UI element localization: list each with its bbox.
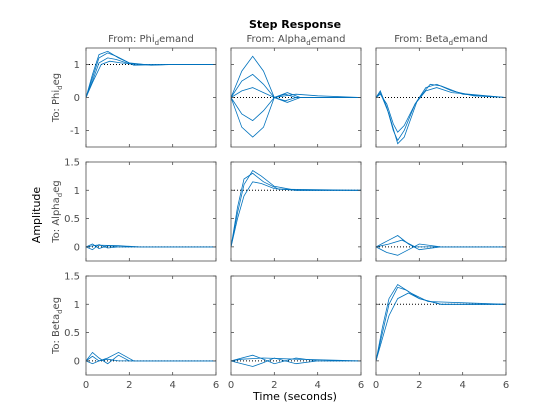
axes-box: [85, 161, 217, 262]
x-tick-label: 6: [213, 380, 219, 391]
chart-title: Step Response: [249, 18, 341, 31]
y-tick-label: 0.5: [64, 214, 80, 225]
response-line-3: [231, 73, 361, 103]
panel-r1-c2: [230, 47, 362, 148]
panel-r3-c2: 0 2 4 6: [228, 275, 364, 391]
y-tick-label: 0: [74, 356, 80, 367]
axes-box: [230, 275, 362, 376]
x-tick-label: 0: [83, 380, 89, 391]
x-tick-label: 2: [271, 380, 277, 391]
x-tick-label: 4: [314, 380, 320, 391]
response-line-2: [231, 181, 361, 247]
y-tick-label: 1.5: [64, 272, 80, 283]
response-line-3: [231, 172, 361, 247]
response-line-2: [376, 87, 506, 133]
response-line-1: [376, 286, 506, 361]
axes-box: [375, 275, 507, 376]
y-tick-label: 1.5: [64, 158, 80, 169]
y-tick-label: -1: [70, 126, 80, 137]
response-line-2: [86, 57, 216, 98]
response-line-1: [231, 169, 361, 247]
axes-box: [85, 275, 217, 376]
output-label-1: To: Phideg: [51, 73, 64, 123]
x-tick-label: 6: [503, 380, 509, 391]
response-line-3: [376, 83, 506, 145]
output-label-2: To: Alphadeg: [51, 180, 64, 243]
response-line-4: [231, 92, 361, 122]
x-tick-label: 2: [126, 380, 132, 391]
response-line-2: [231, 93, 361, 138]
x-tick-label: 6: [358, 380, 364, 391]
response-line-3: [231, 357, 361, 362]
response-line-3: [86, 244, 216, 248]
response-line-5: [231, 87, 361, 98]
response-line-1: [376, 235, 506, 251]
y-tick-label: 1: [74, 300, 80, 311]
input-label-1: From: Phidemand: [108, 34, 194, 47]
response-line-2: [376, 243, 506, 256]
y-tick-label: 1: [74, 186, 80, 197]
output-label-3: To: Betadeg: [51, 297, 64, 355]
panel-r2-c2: [230, 161, 362, 262]
response-line-3: [86, 50, 216, 98]
y-tick-label: 0: [74, 93, 80, 104]
x-tick-label: 4: [459, 380, 465, 391]
response-line-1: [86, 243, 216, 250]
input-label-3: From: Betademand: [394, 34, 488, 47]
response-line-3: [86, 358, 216, 365]
response-line-3: [376, 239, 506, 248]
panel-r2-c1: 0 0.5 1 1.5: [64, 158, 217, 262]
y-axis-label: Amplitude: [30, 187, 43, 244]
axes-box: [375, 161, 507, 262]
input-label-2: From: Alphademand: [247, 34, 346, 47]
response-line-3: [376, 283, 506, 361]
panel-r3-c3: 0 2 4 6: [373, 275, 509, 391]
panel-r3-c1: 0 2 4 6 0 0.5 1 1.5: [64, 272, 219, 392]
x-tick-label: 4: [169, 380, 175, 391]
axes-box: [230, 161, 362, 262]
response-line-1: [231, 354, 361, 365]
axes-box: [375, 47, 507, 148]
x-axis-label: Time (seconds): [252, 390, 337, 403]
response-line-2: [231, 357, 361, 367]
panel-r1-c1: -1 0 1: [70, 47, 217, 148]
response-line-4: [86, 60, 216, 98]
response-line-1: [376, 83, 506, 142]
response-line-1: [86, 351, 216, 365]
y-tick-label: 0.5: [64, 328, 80, 339]
y-tick-label: 0: [74, 242, 80, 253]
x-tick-label: 2: [416, 380, 422, 391]
panel-r1-c3: [375, 47, 507, 148]
response-line-2: [376, 292, 506, 362]
x-tick-label: 0: [228, 380, 234, 391]
panel-r2-c3: [375, 161, 507, 262]
x-tick-label: 0: [373, 380, 379, 391]
y-tick-label: 1: [74, 60, 80, 71]
